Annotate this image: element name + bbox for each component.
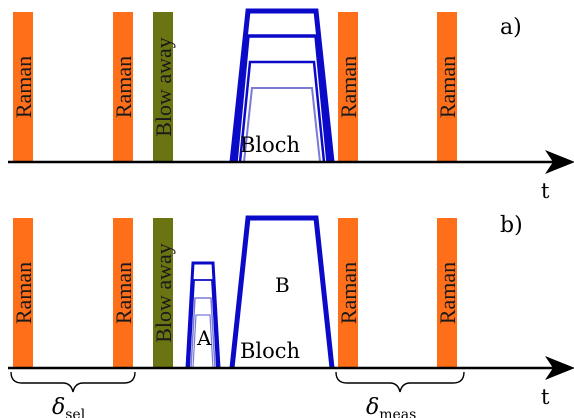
blow-away-label: Blow away <box>151 243 176 343</box>
bloch-label: Bloch <box>240 339 300 363</box>
delta-sel-subscript: sel <box>65 407 85 418</box>
time-axis-arrowhead <box>545 150 574 174</box>
delta-meas-subscript: meas <box>379 407 416 418</box>
panel-b-label: b) <box>500 213 523 238</box>
panel-a: Raman Raman Blow away Raman Raman Bloch … <box>8 8 574 203</box>
bloch-trapezoid-1 <box>229 8 335 163</box>
pulse-b-trapezoid <box>229 215 335 369</box>
raman-pulse-3 <box>338 218 358 368</box>
bloch-trapezoid-4 <box>243 87 321 163</box>
raman-pulse-4 <box>437 218 457 368</box>
blow-away-pulse <box>153 218 173 368</box>
blow-away-label: Blow away <box>151 37 176 137</box>
time-axis-label: t <box>541 179 550 203</box>
pulse-b-label: B <box>275 273 290 297</box>
bloch-label: Bloch <box>240 133 300 157</box>
delta-meas-brace <box>335 371 465 393</box>
bloch-trapezoid-2 <box>234 34 330 163</box>
pulse-a-trapezoid-3 <box>190 297 216 369</box>
raman-pulse-4 <box>437 12 457 162</box>
pulse-a-label: A <box>196 326 212 350</box>
raman-pulse-1 <box>13 12 33 162</box>
raman-label-4: Raman <box>435 56 460 118</box>
raman-label-3: Raman <box>336 262 361 324</box>
raman-label-2: Raman <box>111 56 136 118</box>
panel-a-label: a) <box>500 15 522 40</box>
delta-sel-label: δsel <box>52 395 86 418</box>
raman-pulse-1 <box>13 218 33 368</box>
time-axis-label: t <box>541 385 550 409</box>
raman-label-3: Raman <box>336 56 361 118</box>
raman-label-4: Raman <box>435 262 460 324</box>
bloch-trapezoid-3 <box>238 60 326 163</box>
pulse-a-trapezoid-1 <box>185 261 221 369</box>
raman-label-2: Raman <box>111 262 136 324</box>
delta-meas-symbol: δ <box>366 395 379 418</box>
blow-away-pulse <box>153 12 173 162</box>
raman-pulse-2 <box>113 218 133 368</box>
panel-b: Raman Raman Blow away Raman Raman A B Bl… <box>8 213 574 418</box>
time-axis-arrowhead <box>545 356 574 380</box>
delta-meas-label: δmeas <box>366 395 416 418</box>
raman-label-1: Raman <box>11 56 36 118</box>
pulse-a-trapezoid-2 <box>188 279 218 369</box>
raman-pulse-2 <box>113 12 133 162</box>
pulse-a-trapezoid-4 <box>192 314 214 369</box>
raman-label-1: Raman <box>11 262 36 324</box>
raman-pulse-3 <box>338 12 358 162</box>
delta-sel-brace <box>10 371 136 393</box>
delta-sel-symbol: δ <box>52 395 65 418</box>
